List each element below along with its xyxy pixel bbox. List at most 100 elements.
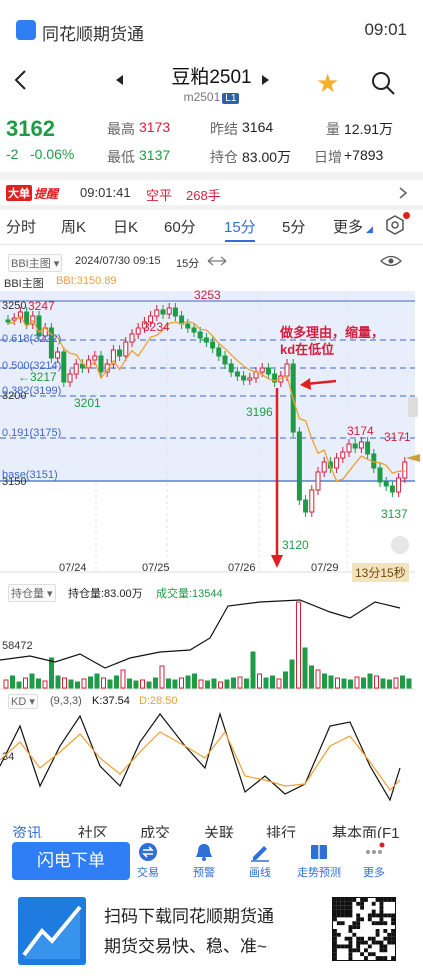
favorite-star-icon[interactable]: ★ [316,68,340,98]
tool-trade[interactable]: 交易 [128,842,168,880]
qr-module [383,948,388,953]
alert-time: 09:01:41 [80,185,131,200]
tool-draw[interactable]: 画线 [240,842,280,880]
tab-weekly[interactable]: 周K [61,219,87,236]
candle [61,351,67,383]
tab-5min[interactable]: 5分 [282,219,306,236]
alert-qty[interactable]: 268手 [186,188,221,203]
candle [383,481,389,487]
qr-module [348,956,353,960]
qr-module [333,936,337,941]
banner-title: 扫码下载同花顺期货通 [104,907,274,926]
bottom-tab-related[interactable]: 关联 [204,825,235,838]
tab-daily[interactable]: 日K [113,219,139,236]
candle [222,355,228,365]
volume-bar [159,665,165,689]
big-order-tag: 大单 [6,185,32,201]
date-label: 07/24 [59,562,87,574]
bottom-tab-news[interactable]: 资讯 [12,825,43,838]
qr-module [387,940,392,945]
qr-module [375,932,380,937]
price-mark-high: 3174 [347,424,374,438]
volume-bar [62,677,67,689]
price-mark-low: 3196 [246,405,273,419]
low-label: 最低 [107,149,135,165]
countdown-badge: 13分15秒 [352,563,409,582]
candle [48,327,54,359]
tab-timeshare[interactable]: 分时 [6,219,37,236]
flash-order-button[interactable]: 闪电下单 [12,842,130,880]
eye-icon[interactable] [380,254,402,268]
volume-bar [250,651,256,689]
settings-hex-icon[interactable] [385,215,405,235]
qr-module [348,901,353,906]
qr-module [356,936,361,941]
tool-more[interactable]: 更多 [354,842,394,880]
tab-more[interactable]: 更多 [333,219,364,236]
bottom-tab-trades[interactable]: 成交 [140,825,171,838]
qr-module [344,909,349,914]
volume-bar [114,675,119,689]
volume-bar [29,673,35,689]
qr-module [344,905,349,910]
high-label: 最高 [107,121,135,137]
candle [358,441,364,449]
contract-code: m2501 L1 [0,90,423,104]
candle [129,333,135,343]
kd-indicator-select[interactable]: KD ▾ [8,694,38,709]
zoom-arrows-icon[interactable] [206,254,228,268]
qr-module [360,898,364,902]
volume-bar [140,679,145,689]
x-grid-lines [95,291,348,572]
candle [296,431,302,501]
volume-bar [101,677,106,689]
qr-module [340,921,345,926]
price-change: -2 [6,146,19,162]
qr-module [333,898,337,902]
oi-y-label: 58472 [2,640,33,652]
candle [210,341,216,349]
volume-bar [263,677,269,689]
qr-module [348,940,353,945]
oi-indicator-select[interactable]: 持仓量 ▾ [8,584,56,602]
volume-bar [367,673,373,689]
side-scroll-handle[interactable] [408,397,418,417]
qr-module [375,956,380,960]
candle [141,321,147,329]
qr-module [336,932,341,937]
indicator-select[interactable]: BBI主图 ▾ [8,254,63,272]
qr-module [348,925,353,929]
qr-module [367,944,372,949]
next-contract-icon[interactable] [262,75,269,85]
chevron-right-icon[interactable] [398,186,408,200]
volume-bar [341,678,347,689]
volume-bar [218,681,223,689]
qr-module [348,913,353,918]
qr-module [371,952,376,957]
reset-zoom-icon[interactable] [391,536,409,554]
bell-icon [196,844,212,861]
candle [67,373,73,383]
tool-forecast[interactable]: 走势预测 [296,842,342,880]
kd-chart [0,711,401,802]
tab-15min[interactable]: 15分 [224,219,256,236]
kd-d-value: D:28.50 [139,695,178,707]
bottom-tab-ranking[interactable]: 排行 [266,825,297,838]
bottom-tab-fundamentals[interactable]: 基本面(F1 [332,825,400,838]
tab-60min[interactable]: 60分 [164,219,196,236]
qr-module [348,909,353,914]
candlestick-chart[interactable] [0,272,423,590]
previous-contract-icon[interactable] [116,75,123,85]
app-logo-icon [16,20,36,40]
search-icon[interactable] [370,70,396,96]
back-arrow-icon[interactable] [10,68,34,92]
tool-alert[interactable]: 预警 [184,842,224,880]
bottom-tab-community[interactable]: 社区 [78,825,109,838]
qr-module [367,917,372,922]
qr-module [375,898,380,902]
volume-bar [172,679,178,689]
volume-bar [16,681,22,689]
candle [73,363,79,375]
qr-module [375,921,380,926]
qr-module [379,905,384,910]
